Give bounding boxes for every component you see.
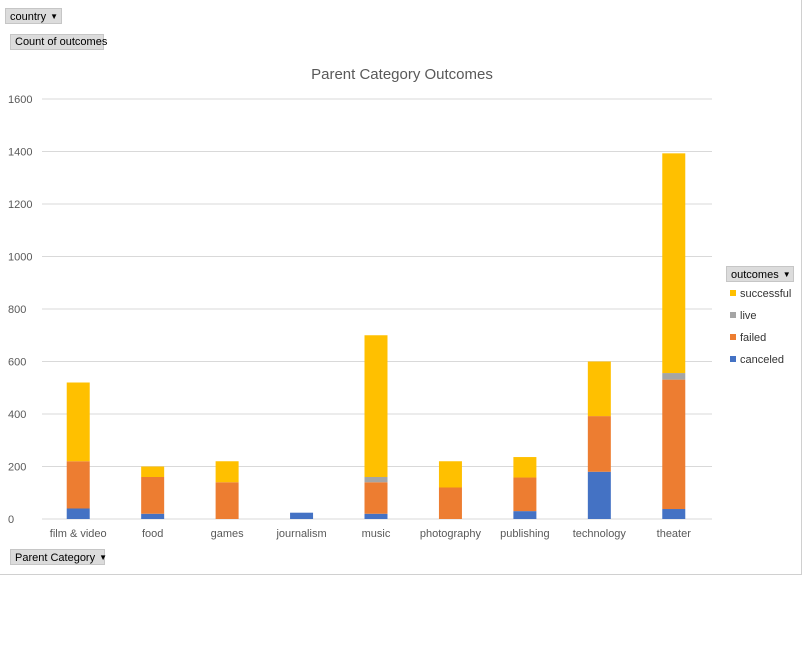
x-tick-label: music	[362, 528, 391, 540]
bar-segment-failed[interactable]	[66, 461, 90, 509]
outcomes-filter-label: outcomes	[731, 269, 779, 281]
bar-segment-canceled[interactable]	[66, 508, 90, 520]
y-tick-label: 800	[8, 304, 26, 316]
bar-segment-successful[interactable]	[141, 466, 165, 478]
legend-swatch	[730, 312, 736, 318]
dropdown-arrow-icon: ▼	[99, 553, 108, 562]
legend-label: live	[740, 310, 757, 322]
legend-item-live[interactable]: live	[730, 310, 757, 322]
measure-field-button[interactable]: Count of outcomes	[10, 34, 108, 50]
y-tick-label: 400	[8, 409, 26, 421]
parent-category-field-label: Parent Category	[15, 552, 96, 564]
bar-segment-canceled[interactable]	[364, 513, 388, 519]
y-tick-label: 0	[8, 514, 14, 526]
legend-item-successful[interactable]: successful	[730, 288, 791, 300]
y-tick-label: 1400	[8, 147, 32, 159]
bar-segment-failed[interactable]	[438, 487, 462, 520]
bar-segment-successful[interactable]	[215, 461, 239, 483]
y-tick-label: 1200	[8, 199, 32, 211]
outcomes-filter-button[interactable]: outcomes ▼	[726, 266, 794, 282]
country-filter-button[interactable]: country ▼	[5, 8, 62, 24]
bar-segment-successful[interactable]	[513, 457, 537, 478]
y-tick-label: 1600	[8, 94, 32, 106]
bar-segment-failed[interactable]	[364, 482, 388, 514]
country-filter-label: country	[10, 11, 47, 23]
chart-plot: Parent Category Outcomes 0 200 400 600 800 10…	[8, 66, 712, 540]
dropdown-arrow-icon: ▼	[782, 270, 791, 279]
bar-segment-successful[interactable]	[438, 461, 462, 488]
x-tick-label: games	[211, 528, 245, 540]
x-axis-tick-labels: film & video food games journalism music phot…	[50, 528, 691, 540]
x-tick-label: journalism	[275, 528, 326, 540]
legend-item-canceled[interactable]: canceled	[730, 354, 784, 366]
chart-title: Parent Category Outcomes	[311, 66, 493, 83]
bar-segment-failed[interactable]	[513, 477, 537, 512]
y-axis-tick-labels: 0 200 400 600 800 1000 1200 1400 1600	[8, 94, 32, 526]
bar-segment-live[interactable]	[662, 373, 686, 380]
bar-segment-failed[interactable]	[662, 379, 686, 510]
legend-label: successful	[740, 288, 792, 300]
x-tick-label: technology	[573, 528, 627, 540]
x-tick-label: photography	[420, 528, 482, 540]
y-tick-label: 1000	[8, 252, 32, 264]
bar-segment-successful[interactable]	[66, 382, 90, 462]
legend-item-failed[interactable]: failed	[730, 332, 766, 344]
bar-segment-successful[interactable]	[364, 335, 388, 477]
x-tick-label: theater	[657, 528, 692, 540]
legend-swatch	[730, 290, 736, 296]
legend-label: failed	[740, 332, 767, 344]
bar-segment-live[interactable]	[364, 477, 388, 483]
bar-segment-canceled[interactable]	[513, 511, 537, 519]
legend-swatch	[730, 334, 736, 340]
bar-segment-failed[interactable]	[141, 477, 165, 514]
legend-swatch	[730, 356, 736, 362]
dropdown-arrow-icon: ▼	[50, 12, 58, 21]
bar-segment-successful[interactable]	[587, 361, 611, 417]
bar-segment-successful[interactable]	[662, 153, 686, 374]
y-tick-label: 600	[8, 357, 26, 369]
measure-field-label: Count of outcomes	[15, 36, 108, 48]
bar-segment-failed[interactable]	[215, 482, 239, 519]
y-tick-label: 200	[8, 462, 26, 474]
bar-segment-canceled[interactable]	[141, 513, 165, 519]
bar-segment-canceled[interactable]	[290, 512, 314, 519]
parent-category-field-button[interactable]: Parent Category ▼	[10, 549, 108, 565]
bar-segment-failed[interactable]	[587, 416, 611, 472]
bar-segment-canceled[interactable]	[587, 471, 611, 519]
x-tick-label: food	[142, 528, 163, 540]
legend-label: canceled	[740, 354, 785, 366]
x-tick-label: publishing	[500, 528, 550, 540]
x-tick-label: film & video	[50, 528, 107, 540]
bar-segment-canceled[interactable]	[662, 509, 686, 519]
stacked-bars	[66, 153, 686, 520]
